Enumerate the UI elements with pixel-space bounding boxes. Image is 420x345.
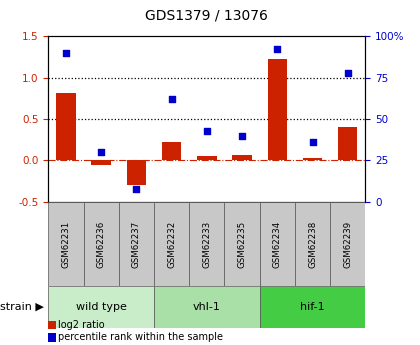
Text: GDS1379 / 13076: GDS1379 / 13076: [145, 8, 268, 22]
Text: GSM62238: GSM62238: [308, 220, 317, 268]
Point: [274, 47, 281, 52]
Bar: [127, 160, 146, 185]
Point: [63, 50, 69, 56]
Text: wild type: wild type: [76, 302, 126, 312]
Bar: [268, 59, 287, 160]
Text: log2 ratio: log2 ratio: [58, 321, 104, 330]
Text: GSM62232: GSM62232: [167, 220, 176, 268]
Bar: [154, 202, 189, 286]
Bar: [260, 286, 365, 328]
Point: [98, 149, 105, 155]
Bar: [232, 155, 252, 160]
Point: [133, 186, 140, 191]
Text: GSM62235: GSM62235: [238, 220, 247, 268]
Point: [309, 139, 316, 145]
Bar: [48, 286, 154, 328]
Point: [168, 96, 175, 102]
Bar: [197, 156, 217, 160]
Text: GSM62234: GSM62234: [273, 220, 282, 268]
Text: percentile rank within the sample: percentile rank within the sample: [58, 333, 223, 342]
Text: GSM62231: GSM62231: [61, 220, 71, 268]
Bar: [338, 127, 357, 160]
Bar: [84, 202, 119, 286]
Bar: [119, 202, 154, 286]
Text: GSM62233: GSM62233: [202, 220, 211, 268]
Text: GSM62239: GSM62239: [343, 220, 352, 268]
Bar: [189, 202, 224, 286]
Bar: [92, 160, 111, 165]
Text: GSM62237: GSM62237: [132, 220, 141, 268]
Text: hif-1: hif-1: [300, 302, 325, 312]
Bar: [260, 202, 295, 286]
Text: strain ▶: strain ▶: [0, 302, 44, 312]
Bar: [330, 202, 365, 286]
Text: vhl-1: vhl-1: [193, 302, 221, 312]
Point: [203, 128, 210, 134]
Point: [239, 133, 245, 138]
Text: GSM62236: GSM62236: [97, 220, 106, 268]
Point: [344, 70, 351, 76]
Bar: [303, 158, 322, 160]
Bar: [224, 202, 260, 286]
Bar: [154, 286, 260, 328]
Bar: [162, 142, 181, 160]
Bar: [295, 202, 330, 286]
Bar: [56, 92, 76, 160]
Bar: [48, 202, 84, 286]
